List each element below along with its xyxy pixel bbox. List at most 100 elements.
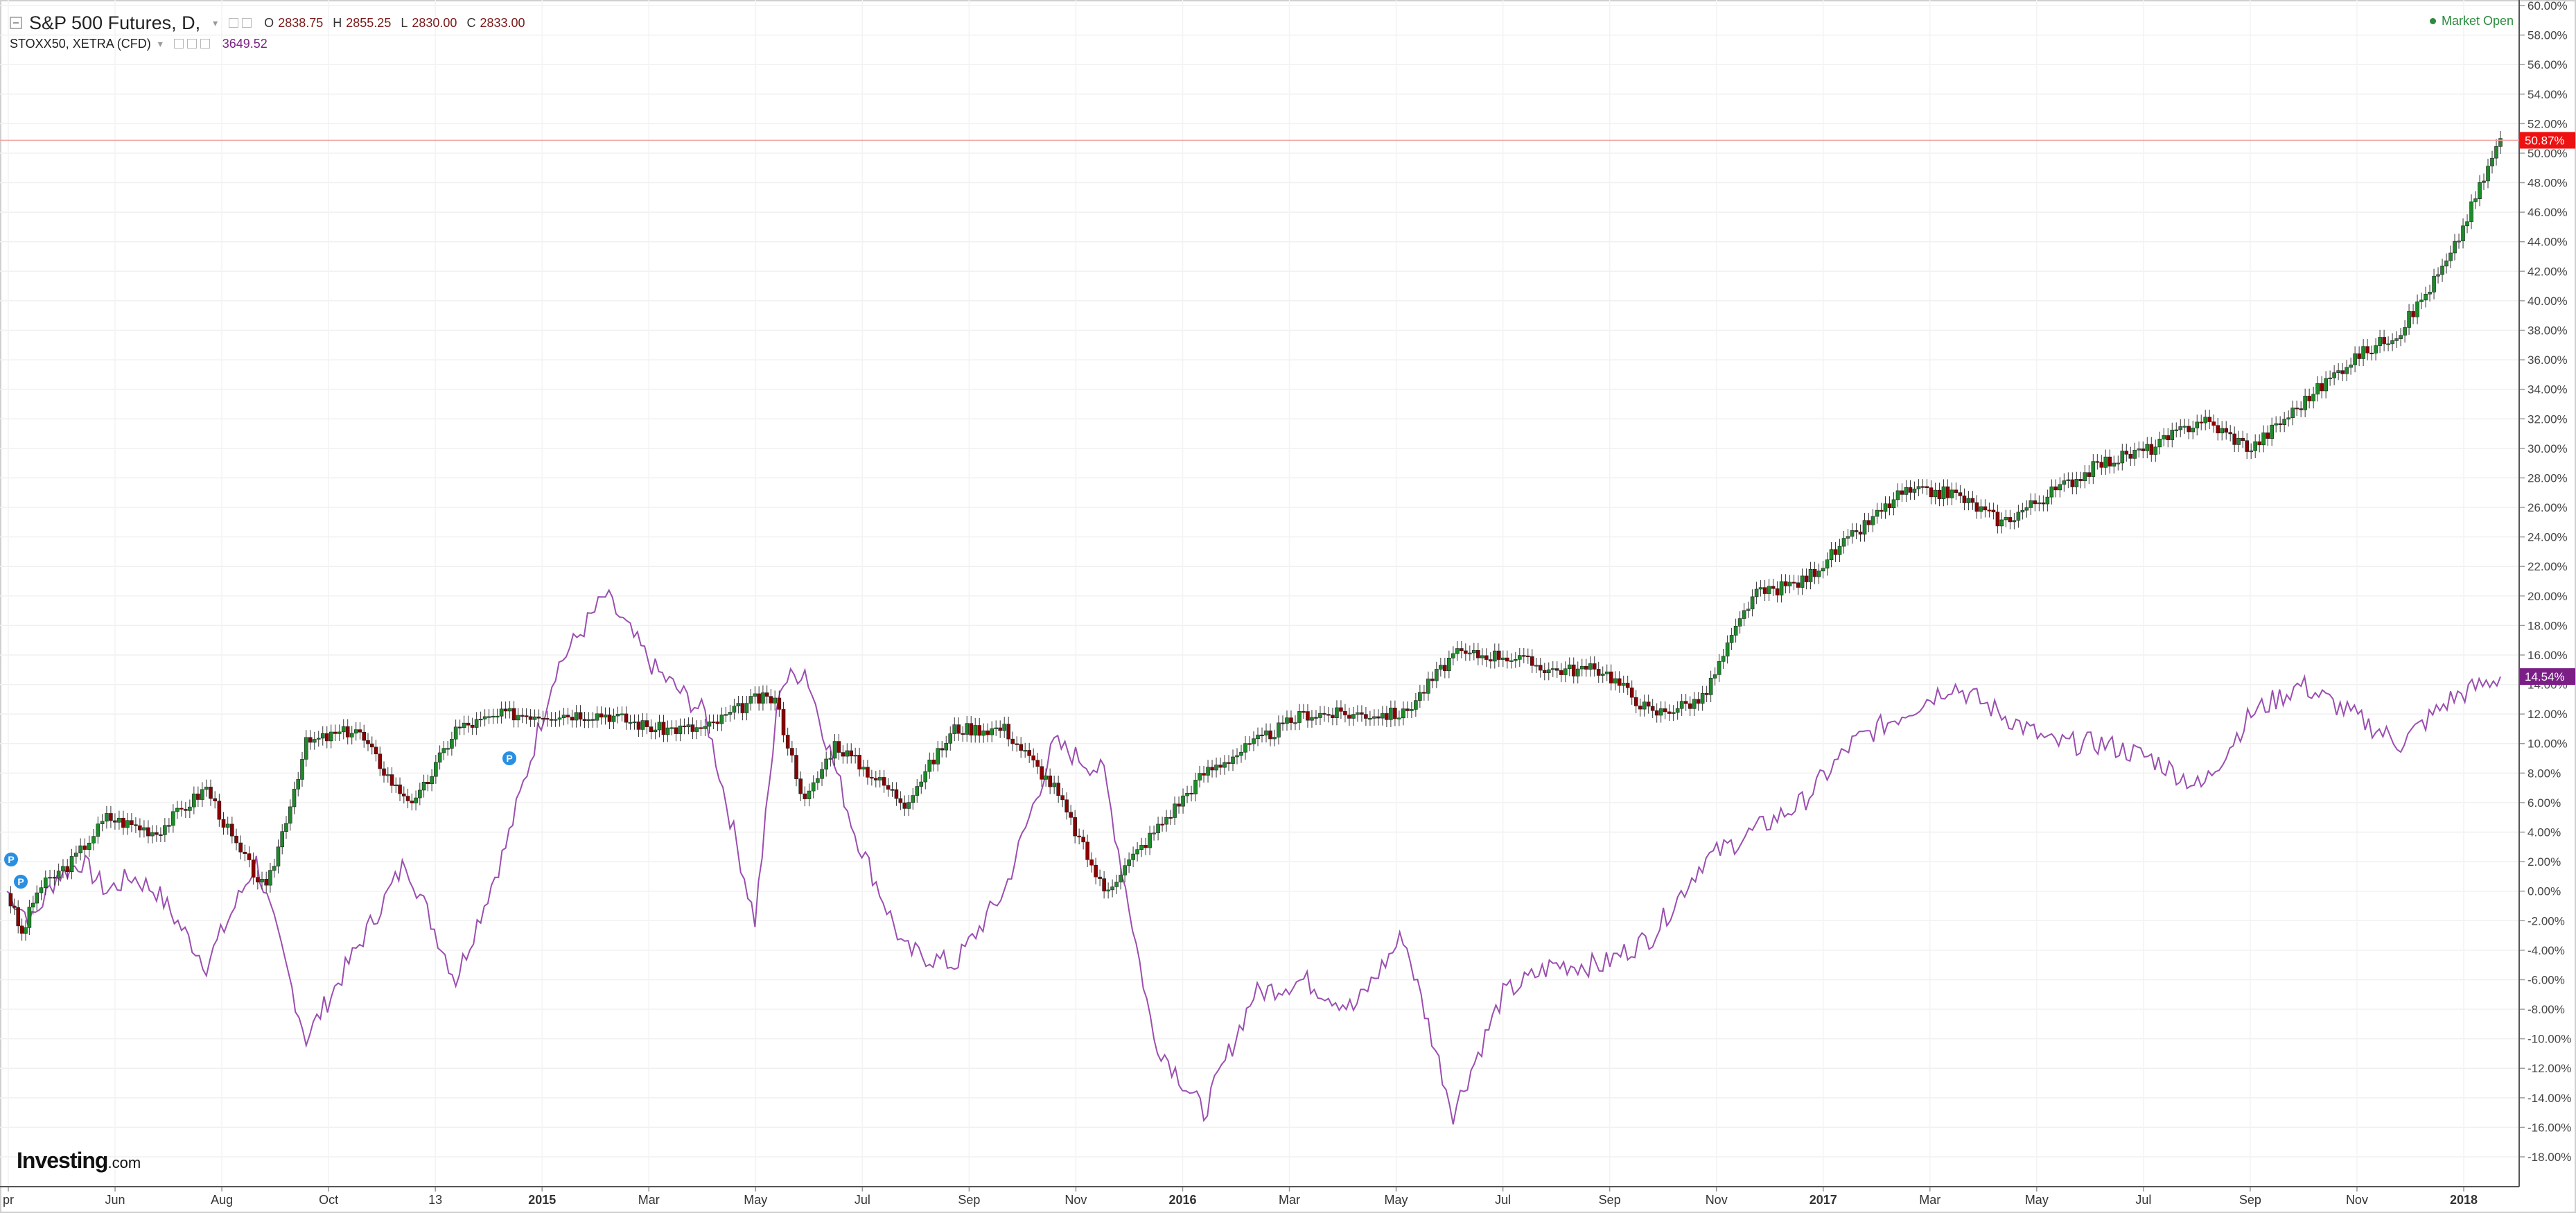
y-tick-label: 36.00% <box>2527 354 2568 367</box>
candle-body <box>1891 499 1896 509</box>
candle-body <box>2261 433 2266 446</box>
candle-body <box>2266 433 2270 439</box>
y-tick-label: -10.00% <box>2527 1033 2571 1046</box>
chevron-down-icon[interactable]: ▾ <box>157 37 163 49</box>
visibility-icon[interactable] <box>242 18 252 28</box>
candle-body <box>1493 650 1497 662</box>
candle-body <box>2149 444 2154 455</box>
y-tick-label: 20.00% <box>2527 590 2568 603</box>
candle-body <box>1123 865 1127 875</box>
candle-body <box>450 739 454 749</box>
candle-body <box>707 722 712 727</box>
candle-body <box>2340 370 2345 374</box>
settings-icon[interactable] <box>173 39 184 49</box>
candle-body <box>2374 345 2378 354</box>
candle-body <box>724 714 728 716</box>
candle-body <box>146 827 150 837</box>
candle-body <box>52 877 57 879</box>
candle-body <box>35 892 39 904</box>
candle-body <box>1604 671 1609 674</box>
candle-body <box>2108 456 2112 466</box>
candle-body <box>536 716 541 719</box>
candle-body <box>1841 538 1846 547</box>
candle-body <box>1484 655 1489 660</box>
candle-body <box>1264 730 1268 735</box>
candle-body <box>1189 793 1193 795</box>
candle-body <box>1372 716 1376 719</box>
y-tick-label: -4.00% <box>2527 944 2565 957</box>
event-marker[interactable] <box>501 750 518 767</box>
candle-body <box>2478 182 2482 200</box>
candle-body <box>2203 417 2208 424</box>
candle-body <box>1567 664 1572 670</box>
candle-body <box>2328 377 2332 379</box>
candle-body <box>1181 795 1185 807</box>
compare-symbol-title[interactable]: STOXX50, XETRA (CFD) <box>10 36 151 51</box>
candle-body <box>1443 665 1447 672</box>
y-tick-label: -16.00% <box>2527 1121 2571 1134</box>
candle-body <box>2382 337 2386 344</box>
y-tick-label: 34.00% <box>2527 383 2568 396</box>
candle-body <box>1426 679 1430 694</box>
candle-body <box>1729 635 1734 643</box>
event-marker[interactable] <box>12 873 29 890</box>
candle-body <box>1297 711 1302 723</box>
candle-body <box>1954 489 1959 493</box>
collapse-icon[interactable] <box>10 17 22 29</box>
candle-body <box>243 851 247 854</box>
candle-body <box>2220 428 2225 434</box>
candle-body <box>715 722 720 724</box>
candle-body <box>1285 717 1289 724</box>
candle-body <box>740 703 745 713</box>
candle-body <box>2290 408 2295 419</box>
candle-body <box>2004 517 2008 521</box>
candle-body <box>1625 683 1630 688</box>
candle-body <box>1546 669 1551 674</box>
candle-body <box>2369 352 2374 355</box>
candle-body <box>1177 803 1181 807</box>
candle-body <box>1376 716 1381 719</box>
candle-body <box>288 806 292 824</box>
candle-body <box>1949 489 1954 498</box>
candle-body <box>753 693 757 697</box>
candle-body <box>1554 668 1559 671</box>
candle-body <box>382 768 386 776</box>
candle-body <box>1156 823 1160 833</box>
candle-body <box>516 715 520 721</box>
settings-icon[interactable] <box>229 18 239 28</box>
chevron-down-icon[interactable]: ▾ <box>213 17 218 28</box>
candle-body <box>640 720 645 730</box>
candle-body <box>1052 783 1056 787</box>
candle-body <box>927 760 932 772</box>
candle-body <box>466 722 471 726</box>
candle-body <box>578 712 583 719</box>
candle-body <box>2257 441 2261 446</box>
candle-body <box>378 753 383 769</box>
candle-body <box>624 713 629 723</box>
candle-body <box>1010 738 1015 744</box>
candle-body <box>948 733 953 744</box>
candle-body <box>1235 755 1239 758</box>
candle-body <box>769 696 773 704</box>
candle-body <box>2403 327 2407 336</box>
x-tick-label: Jul <box>1495 1193 1511 1207</box>
candle-body <box>296 779 301 789</box>
candle-body <box>8 893 13 907</box>
candle-body <box>2424 293 2428 301</box>
candle-body <box>2178 426 2183 430</box>
candle-body <box>549 719 554 721</box>
visibility-icon[interactable] <box>186 39 197 49</box>
candle-body <box>1979 506 1983 512</box>
close-icon[interactable] <box>200 39 210 49</box>
candle-body <box>134 824 138 826</box>
y-tick-label: 28.00% <box>2527 471 2568 485</box>
candle-body <box>2170 430 2175 440</box>
candle-body <box>2315 383 2320 394</box>
candle-body <box>785 735 790 749</box>
event-marker[interactable] <box>3 851 19 868</box>
candle-body <box>482 716 487 719</box>
candle-body <box>1476 649 1480 658</box>
candle-body <box>1513 659 1518 661</box>
main-symbol-title[interactable]: S&P 500 Futures, D, <box>29 12 201 33</box>
